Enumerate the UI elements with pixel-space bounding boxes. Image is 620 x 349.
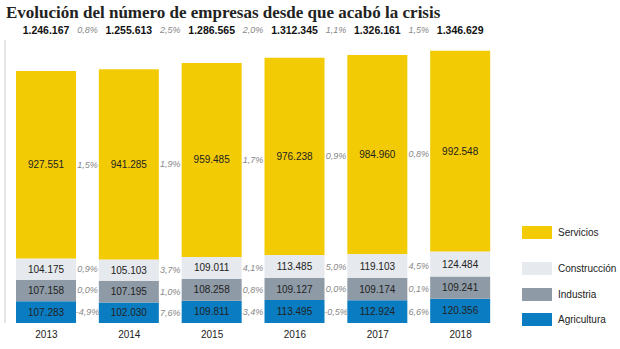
svg-text:976.238: 976.238 bbox=[276, 151, 313, 162]
svg-text:1.255.613: 1.255.613 bbox=[105, 24, 152, 36]
svg-text:107.283: 107.283 bbox=[28, 307, 65, 318]
svg-text:941.285: 941.285 bbox=[111, 159, 148, 170]
svg-text:0,9%: 0,9% bbox=[77, 264, 98, 274]
svg-text:1,9%: 1,9% bbox=[160, 159, 181, 169]
svg-text:1.346.629: 1.346.629 bbox=[437, 24, 484, 36]
svg-text:109.811: 109.811 bbox=[194, 306, 230, 317]
svg-text:119.103: 119.103 bbox=[360, 261, 396, 272]
svg-text:-4,9%: -4,9% bbox=[76, 307, 100, 317]
svg-text:109.011: 109.011 bbox=[194, 262, 230, 273]
svg-text:1,1%: 1,1% bbox=[326, 25, 347, 35]
svg-text:104.175: 104.175 bbox=[28, 264, 65, 275]
svg-text:107.195: 107.195 bbox=[111, 286, 148, 297]
svg-text:108.258: 108.258 bbox=[194, 284, 231, 295]
svg-text:1.286.565: 1.286.565 bbox=[188, 24, 235, 36]
svg-text:0,8%: 0,8% bbox=[77, 25, 98, 35]
svg-text:120.356: 120.356 bbox=[442, 305, 479, 316]
svg-text:6,6%: 6,6% bbox=[408, 307, 429, 317]
svg-text:113.495: 113.495 bbox=[277, 306, 313, 317]
svg-text:1,0%: 1,0% bbox=[160, 287, 181, 297]
svg-text:2,5%: 2,5% bbox=[159, 25, 181, 35]
svg-text:1.312.345: 1.312.345 bbox=[271, 24, 318, 36]
svg-text:0,0%: 0,0% bbox=[77, 285, 98, 295]
svg-text:2017: 2017 bbox=[367, 329, 390, 340]
svg-text:0,1%: 0,1% bbox=[408, 284, 429, 294]
svg-text:109.127: 109.127 bbox=[276, 284, 313, 295]
svg-text:0,9%: 0,9% bbox=[326, 151, 347, 161]
html-text:Evolución del número de empres: Evolución del número de empresas desde q… bbox=[6, 3, 441, 22]
svg-text:7,6%: 7,6% bbox=[160, 308, 181, 318]
svg-text:102.030: 102.030 bbox=[111, 307, 148, 318]
svg-text:113.485: 113.485 bbox=[277, 261, 313, 272]
svg-text:3,4%: 3,4% bbox=[243, 307, 264, 317]
svg-text:959.485: 959.485 bbox=[194, 154, 231, 165]
svg-text:984.960: 984.960 bbox=[359, 149, 396, 160]
svg-text:927.551: 927.551 bbox=[28, 159, 65, 170]
svg-text:1,5%: 1,5% bbox=[77, 160, 98, 170]
html-text:Industria: Industria bbox=[558, 289, 597, 300]
html-text:Servicios: Servicios bbox=[558, 227, 599, 238]
svg-text:0,0%: 0,0% bbox=[326, 284, 347, 294]
svg-text:2014: 2014 bbox=[118, 329, 141, 340]
svg-text:2015: 2015 bbox=[201, 329, 224, 340]
html-text:Agricultura: Agricultura bbox=[558, 314, 606, 325]
svg-text:107.158: 107.158 bbox=[28, 285, 65, 296]
svg-text:5,0%: 5,0% bbox=[326, 262, 347, 272]
svg-text:109.241: 109.241 bbox=[442, 282, 479, 293]
svg-text:105.103: 105.103 bbox=[111, 265, 148, 276]
svg-text:4,5%: 4,5% bbox=[408, 261, 429, 271]
svg-text:1.326.161: 1.326.161 bbox=[354, 24, 401, 36]
svg-text:1,7%: 1,7% bbox=[243, 155, 264, 165]
svg-text:124.484: 124.484 bbox=[442, 259, 479, 270]
svg-text:2016: 2016 bbox=[284, 329, 307, 340]
svg-text:112.924: 112.924 bbox=[360, 306, 396, 317]
svg-text:2013: 2013 bbox=[35, 329, 58, 340]
html-text:Construcción: Construcción bbox=[558, 263, 617, 274]
svg-text:1,5%: 1,5% bbox=[408, 25, 429, 35]
svg-text:3,7%: 3,7% bbox=[160, 265, 181, 275]
svg-text:-0,5%: -0,5% bbox=[324, 307, 348, 317]
svg-text:0,8%: 0,8% bbox=[408, 149, 429, 159]
svg-text:2018: 2018 bbox=[449, 329, 472, 340]
svg-text:1.246.167: 1.246.167 bbox=[23, 24, 70, 36]
svg-text:109.174: 109.174 bbox=[359, 284, 396, 295]
svg-text:4,1%: 4,1% bbox=[243, 263, 264, 273]
svg-text:0,8%: 0,8% bbox=[243, 285, 264, 295]
svg-text:992.548: 992.548 bbox=[442, 146, 479, 157]
svg-text:2,0%: 2,0% bbox=[242, 25, 264, 35]
